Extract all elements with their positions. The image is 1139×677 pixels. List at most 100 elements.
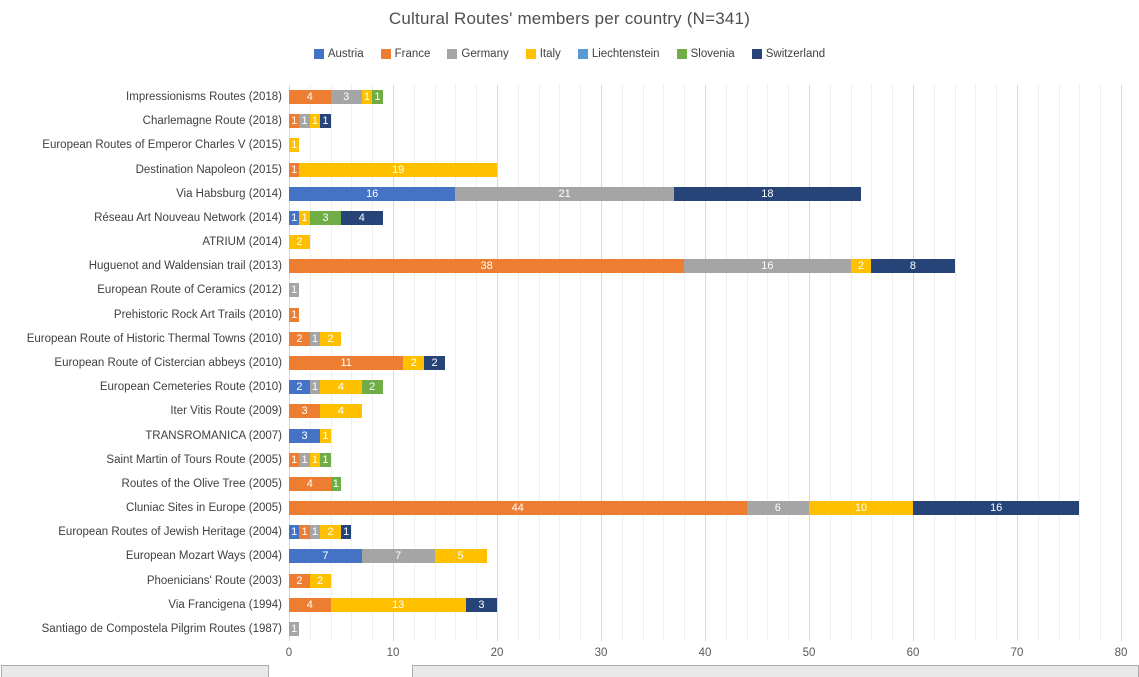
- major-gridline: [809, 85, 810, 641]
- bar-segment-italy[interactable]: 2: [289, 235, 310, 250]
- bar-segment-austria[interactable]: 1: [289, 210, 300, 225]
- minor-gridline: [621, 85, 623, 641]
- bar-segment-germany[interactable]: 1: [309, 331, 321, 346]
- category-label: European Route of Historic Thermal Towns…: [26, 332, 282, 345]
- minor-gridline: [1058, 85, 1060, 641]
- bar-segment-germany[interactable]: 1: [289, 283, 300, 298]
- legend-label: Switzerland: [765, 48, 826, 60]
- bar-segment-germany[interactable]: 1: [289, 621, 300, 636]
- bar-segment-switzerland[interactable]: 18: [673, 186, 861, 201]
- bar-segment-switzerland[interactable]: 4: [341, 210, 383, 225]
- bar-segment-slovenia[interactable]: 3: [309, 210, 341, 225]
- category-label: European Route of Ceramics (2012): [97, 284, 282, 297]
- legend-label: Liechtenstein: [591, 48, 660, 60]
- bar-row: 2: [289, 235, 1121, 250]
- legend-swatch-icon: [380, 49, 391, 59]
- bar-segment-italy[interactable]: 10: [809, 501, 913, 516]
- bar-row: 4 13 3: [289, 597, 1121, 612]
- bar-segment-germany[interactable]: 1: [309, 525, 321, 540]
- bar-segment-italy[interactable]: 2: [403, 356, 425, 370]
- bar-segment-italy[interactable]: 2: [320, 525, 341, 540]
- bar-segment-italy[interactable]: 4: [320, 380, 362, 395]
- legend-label: Austria: [327, 48, 364, 60]
- bar-segment-germany[interactable]: 1: [309, 380, 321, 395]
- bar-segment-germany[interactable]: 6: [746, 501, 809, 516]
- legend-swatch-icon: [313, 49, 324, 59]
- bar-segment-austria[interactable]: 2: [289, 380, 310, 395]
- bar-segment-france[interactable]: 4: [289, 476, 331, 491]
- bar-segment-austria[interactable]: 7: [289, 549, 362, 564]
- bar-segment-austria[interactable]: 3: [289, 428, 321, 443]
- legend-item-switzerland[interactable]: Switzerland: [751, 48, 826, 60]
- bar-segment-italy[interactable]: 1: [361, 90, 373, 105]
- major-gridline: [705, 85, 706, 641]
- bar-segment-slovenia[interactable]: 1: [320, 452, 331, 467]
- minor-gridline: [663, 85, 665, 641]
- bar-segment-france[interactable]: 11: [289, 356, 404, 370]
- bar-segment-france[interactable]: 2: [289, 331, 310, 346]
- bar-segment-italy[interactable]: 4: [320, 404, 362, 419]
- bar-row: 44 6 10 16: [289, 501, 1121, 516]
- bar-segment-france[interactable]: 1: [289, 114, 300, 129]
- bar-segment-germany[interactable]: 7: [361, 549, 435, 564]
- major-gridline: [913, 85, 914, 641]
- bar-segment-italy[interactable]: 2: [320, 331, 341, 346]
- bar-segment-france[interactable]: 3: [289, 404, 321, 419]
- bar-segment-italy[interactable]: 1: [320, 428, 331, 443]
- bar-segment-germany[interactable]: 1: [299, 452, 310, 467]
- minor-gridline: [1037, 85, 1039, 641]
- bar-segment-germany[interactable]: 16: [684, 259, 851, 274]
- bar-segment-slovenia[interactable]: 1: [372, 90, 383, 105]
- bar-segment-france[interactable]: 2: [289, 573, 310, 588]
- bar-segment-germany[interactable]: 1: [299, 114, 310, 129]
- bar-segment-france[interactable]: 4: [289, 597, 331, 612]
- minor-gridline: [559, 85, 561, 641]
- bar-segment-france[interactable]: 4: [289, 90, 331, 105]
- legend-item-france[interactable]: France: [380, 48, 430, 60]
- bar-segment-switzerland[interactable]: 1: [320, 114, 331, 129]
- category-label: Charlemagne Route (2018): [142, 115, 282, 128]
- legend-item-austria[interactable]: Austria: [313, 48, 364, 60]
- bar-segment-france[interactable]: 44: [289, 501, 747, 516]
- bar-segment-france[interactable]: 1: [299, 525, 310, 540]
- bar-segment-switzerland[interactable]: 3: [465, 597, 497, 612]
- bar-segment-italy[interactable]: 1: [299, 210, 310, 225]
- category-label: Huguenot and Waldensian trail (2013): [88, 260, 282, 273]
- bar-segment-italy[interactable]: 1: [309, 452, 321, 467]
- bar-segment-italy[interactable]: 5: [434, 549, 487, 564]
- bar-segment-italy[interactable]: 2: [309, 573, 331, 588]
- bar-segment-france[interactable]: 1: [289, 162, 300, 177]
- bar-segment-france[interactable]: 1: [289, 452, 300, 467]
- bar-segment-slovenia[interactable]: 2: [361, 380, 383, 395]
- legend-item-italy[interactable]: Italy: [525, 48, 561, 60]
- minor-gridline: [850, 85, 852, 641]
- minor-gridline: [538, 85, 540, 641]
- bar-segment-france[interactable]: 38: [289, 259, 685, 274]
- bar-segment-germany[interactable]: 3: [330, 90, 362, 105]
- bar-segment-italy[interactable]: 2: [850, 259, 872, 274]
- legend-item-slovenia[interactable]: Slovenia: [676, 48, 735, 60]
- x-tick-label: 50: [802, 647, 816, 659]
- bar-segment-germany[interactable]: 21: [455, 186, 674, 201]
- minor-gridline: [954, 85, 956, 641]
- bar-segment-italy[interactable]: 19: [299, 162, 497, 177]
- minor-gridline: [996, 85, 998, 641]
- legend-swatch-icon: [447, 49, 458, 59]
- bar-segment-italy[interactable]: 13: [330, 597, 466, 612]
- legend-item-germany[interactable]: Germany: [447, 48, 509, 60]
- minor-gridline: [746, 85, 748, 641]
- bar-segment-france[interactable]: 1: [289, 307, 300, 322]
- legend-item-liechtenstein[interactable]: Liechtenstein: [577, 48, 660, 60]
- bar-segment-austria[interactable]: 16: [289, 186, 456, 201]
- bar-segment-italy[interactable]: 1: [309, 114, 321, 129]
- bar-segment-italy[interactable]: 1: [289, 138, 300, 153]
- major-gridline: [1121, 85, 1122, 641]
- bar-segment-austria[interactable]: 1: [289, 525, 300, 540]
- legend-swatch-icon: [525, 49, 536, 59]
- bar-segment-switzerland[interactable]: 16: [913, 501, 1080, 516]
- bar-segment-switzerland[interactable]: 2: [424, 356, 445, 370]
- bar-segment-switzerland[interactable]: 8: [871, 259, 955, 274]
- bar-segment-slovenia[interactable]: 1: [330, 476, 341, 491]
- bar-segment-switzerland[interactable]: 1: [341, 525, 352, 540]
